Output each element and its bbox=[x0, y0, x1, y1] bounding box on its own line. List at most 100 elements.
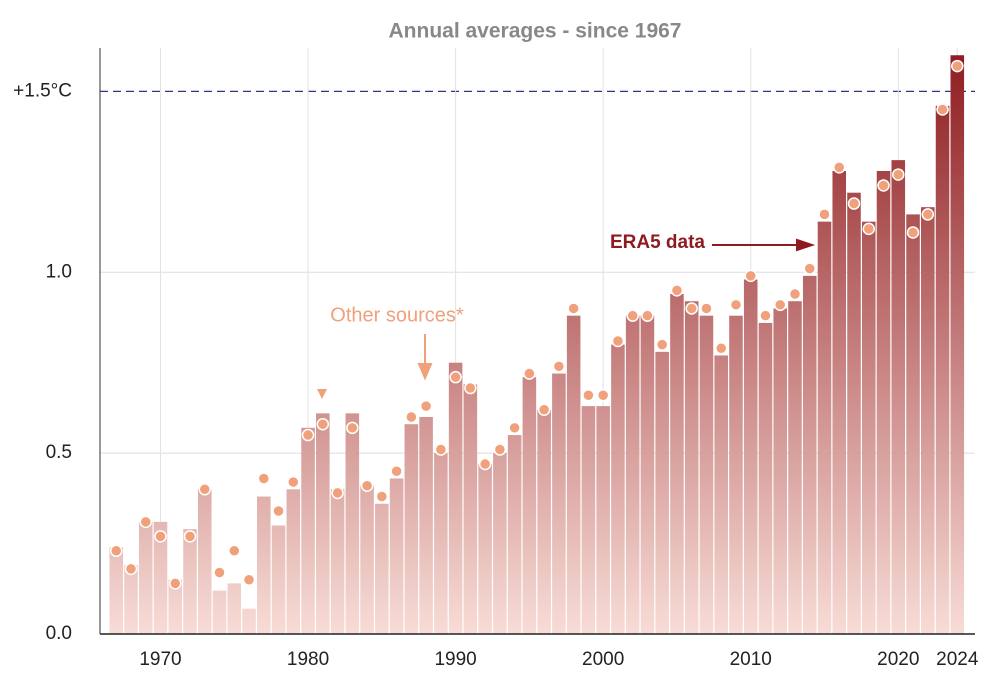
source-dot bbox=[139, 515, 152, 529]
source-dot bbox=[154, 530, 167, 543]
bar bbox=[301, 427, 315, 634]
source-dot bbox=[670, 284, 684, 297]
source-dot bbox=[287, 475, 300, 489]
x-tick-label: 1980 bbox=[287, 649, 329, 670]
bar bbox=[419, 416, 433, 634]
bar bbox=[611, 344, 625, 634]
source-dot bbox=[493, 443, 507, 456]
bar bbox=[271, 525, 286, 634]
bar bbox=[478, 463, 492, 634]
bar bbox=[463, 384, 478, 634]
bar bbox=[625, 315, 640, 634]
source-dot bbox=[759, 309, 772, 322]
x-tick-label: 2020 bbox=[877, 649, 919, 670]
source-dot bbox=[124, 562, 138, 576]
y-tick-label: +1.5°C bbox=[13, 80, 72, 101]
era5-annotation: ERA5 data bbox=[610, 232, 705, 253]
source-dot bbox=[257, 472, 271, 485]
bar bbox=[640, 315, 655, 634]
source-dot bbox=[832, 161, 846, 174]
bar bbox=[684, 301, 699, 634]
source-dot bbox=[596, 389, 610, 402]
bar bbox=[286, 489, 301, 634]
source-dot bbox=[169, 577, 182, 590]
bar bbox=[566, 315, 581, 634]
source-dot bbox=[390, 464, 403, 478]
source-dot bbox=[360, 479, 374, 492]
bar bbox=[847, 192, 861, 635]
x-tick-label: 2010 bbox=[730, 649, 772, 670]
source-dot bbox=[523, 367, 536, 380]
x-tick-label: 2024 bbox=[936, 649, 979, 670]
bar bbox=[493, 453, 507, 634]
source-dot bbox=[478, 457, 492, 471]
era5-arrow bbox=[712, 238, 816, 252]
bar bbox=[434, 453, 448, 634]
source-dot bbox=[346, 421, 359, 435]
bar bbox=[655, 351, 669, 634]
bar bbox=[197, 489, 212, 634]
bar bbox=[227, 583, 242, 634]
source-dot bbox=[773, 298, 787, 312]
source-dot bbox=[434, 443, 448, 456]
bar bbox=[360, 485, 374, 634]
source-dot bbox=[951, 59, 964, 73]
bar bbox=[330, 489, 345, 634]
bar bbox=[861, 221, 876, 634]
bar bbox=[124, 565, 138, 634]
source-dot bbox=[109, 544, 123, 558]
source-dot bbox=[700, 302, 713, 315]
source-dot bbox=[892, 168, 905, 181]
source-dot bbox=[626, 309, 639, 322]
dots bbox=[109, 59, 964, 590]
source-dot bbox=[419, 399, 433, 413]
bar bbox=[581, 406, 596, 634]
source-dot bbox=[242, 573, 256, 586]
other-sources-arrow bbox=[417, 334, 433, 381]
y-tick-label: 0.0 bbox=[46, 623, 72, 644]
source-dot bbox=[818, 208, 831, 221]
bar bbox=[507, 435, 522, 634]
bar bbox=[448, 362, 463, 634]
source-dot bbox=[936, 103, 949, 116]
source-dot bbox=[906, 226, 920, 239]
bar bbox=[935, 105, 950, 635]
bar bbox=[906, 214, 920, 634]
bar bbox=[950, 55, 965, 635]
marker-triangle bbox=[317, 389, 327, 399]
source-dot bbox=[582, 389, 595, 402]
y-tick-label: 1.0 bbox=[46, 261, 72, 282]
source-dot bbox=[375, 490, 389, 503]
bars bbox=[109, 55, 965, 635]
source-dot bbox=[228, 544, 241, 558]
source-dot bbox=[729, 298, 743, 312]
source-dot bbox=[641, 309, 654, 322]
bar bbox=[316, 413, 330, 634]
source-dot bbox=[272, 504, 285, 518]
source-dot bbox=[449, 370, 462, 384]
source-dot bbox=[877, 179, 890, 192]
bar bbox=[345, 413, 360, 634]
bar bbox=[743, 279, 758, 634]
source-dot bbox=[788, 287, 802, 301]
x-tick-label: 2000 bbox=[582, 649, 624, 670]
chart-title: Annual averages - since 1967 bbox=[389, 20, 682, 43]
source-dot bbox=[685, 302, 698, 315]
bar bbox=[375, 503, 389, 634]
bar bbox=[109, 547, 124, 634]
bar bbox=[168, 579, 183, 634]
source-dot bbox=[847, 197, 861, 210]
bar bbox=[729, 315, 743, 634]
bar bbox=[552, 373, 566, 634]
source-dot bbox=[213, 566, 226, 579]
bar bbox=[183, 529, 197, 634]
bar bbox=[596, 406, 610, 634]
source-dot bbox=[552, 360, 566, 373]
bar bbox=[153, 521, 168, 634]
other-sources-annotation: Other sources* bbox=[330, 304, 464, 326]
bar bbox=[817, 221, 832, 634]
bar bbox=[714, 355, 728, 634]
x-tick-label: 1990 bbox=[434, 649, 476, 670]
bar bbox=[832, 170, 847, 634]
